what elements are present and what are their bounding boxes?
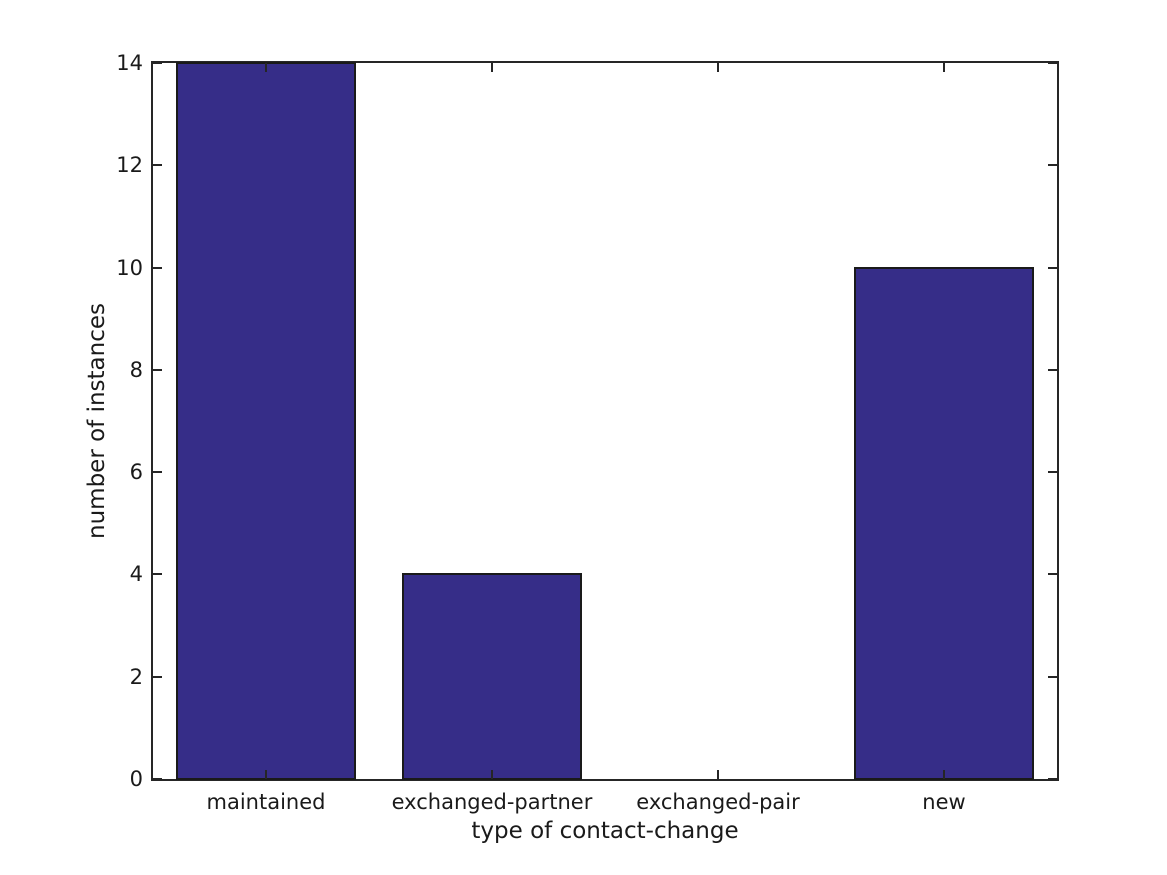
y-tick-mark <box>153 778 162 780</box>
x-tick-label-new: new <box>922 790 966 814</box>
x-tick-mark-top <box>265 63 267 72</box>
y-tick-label: 0 <box>129 767 143 791</box>
y-tick-mark-right <box>1048 471 1057 474</box>
x-tick-mark-top <box>943 63 945 72</box>
y-tick-mark <box>153 266 162 269</box>
y-tick-mark-right <box>1048 266 1057 269</box>
y-tick-label: 4 <box>129 562 143 587</box>
y-tick-mark <box>153 62 162 64</box>
x-tick-mark <box>265 770 267 779</box>
y-tick-mark-right <box>1048 62 1057 64</box>
x-axis-label: type of contact-change <box>471 818 739 844</box>
y-tick-label: 2 <box>129 664 143 689</box>
bar-maintained <box>175 62 357 780</box>
x-tick-mark-top <box>491 63 493 72</box>
y-tick-mark <box>153 573 162 576</box>
x-tick-label-exchanged-pair: exchanged-pair <box>636 790 800 814</box>
y-tick-label: 6 <box>129 460 143 485</box>
x-tick-label-maintained: maintained <box>206 790 326 814</box>
y-tick-mark <box>153 675 162 678</box>
bar-new <box>853 266 1035 780</box>
x-tick-mark <box>943 770 945 779</box>
y-tick-mark-right <box>1048 368 1057 371</box>
x-tick-mark <box>491 770 493 779</box>
y-tick-mark <box>153 368 162 371</box>
bar-exchanged-partner <box>401 573 583 780</box>
x-tick-mark <box>717 770 719 779</box>
y-tick-label: 12 <box>116 153 143 178</box>
y-tick-mark <box>153 164 162 167</box>
x-tick-label-exchanged-partner: exchanged-partner <box>391 790 593 814</box>
x-tick-mark-top <box>717 63 719 72</box>
y-tick-mark <box>153 471 162 474</box>
y-tick-mark-right <box>1048 675 1057 678</box>
y-tick-mark-right <box>1048 164 1057 167</box>
y-tick-mark-right <box>1048 573 1057 576</box>
y-tick-mark-right <box>1048 778 1057 780</box>
y-tick-label: 8 <box>129 357 143 382</box>
y-tick-label: 10 <box>116 255 143 280</box>
y-axis-label: number of instances <box>84 303 110 539</box>
y-tick-label: 14 <box>116 51 143 75</box>
